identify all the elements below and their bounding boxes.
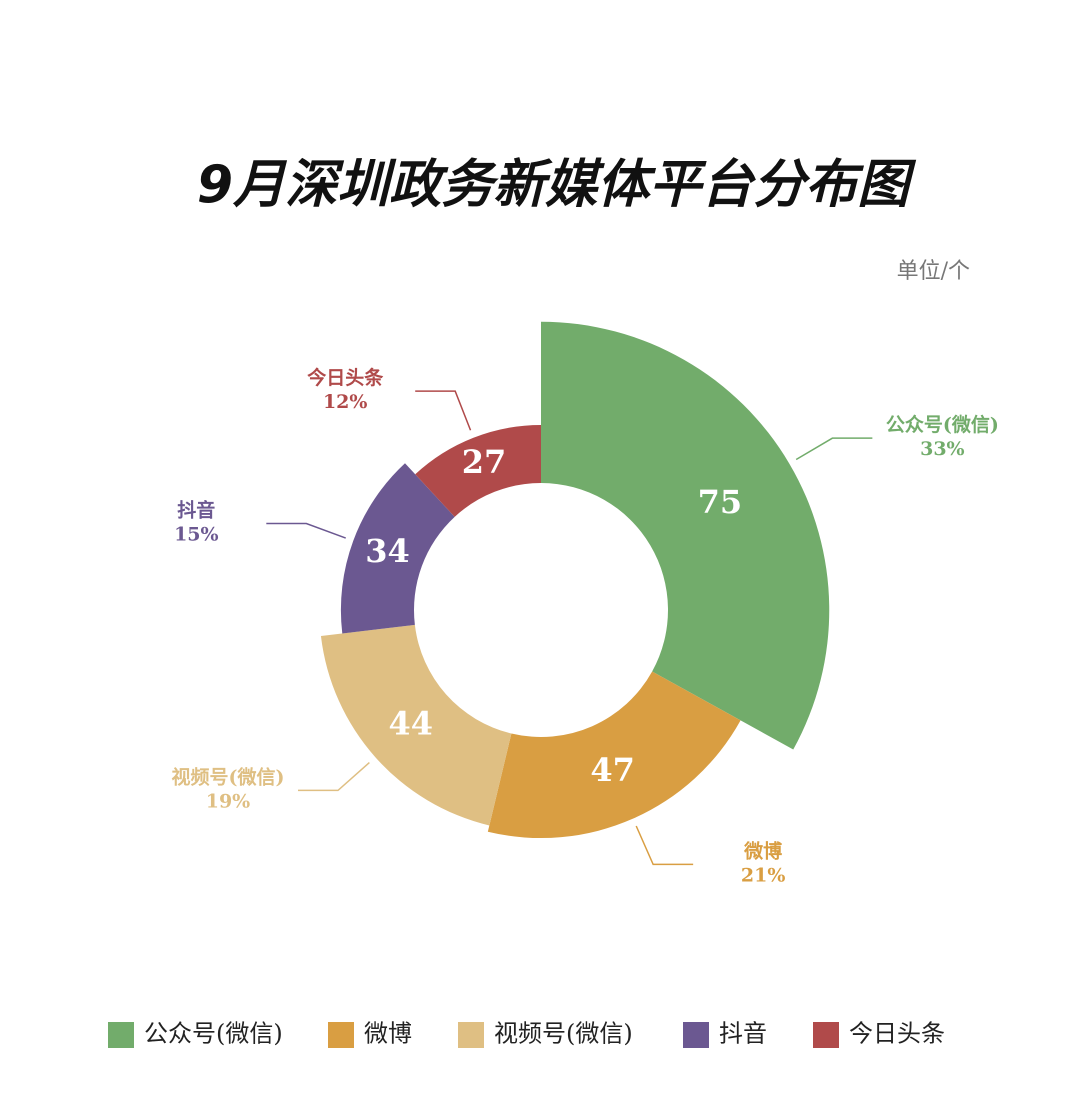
leader-line bbox=[266, 522, 346, 539]
legend-label: 微博 bbox=[364, 1020, 412, 1048]
rose-segment bbox=[541, 321, 830, 750]
category-label: 公众号(微信) bbox=[886, 413, 999, 436]
legend-swatch bbox=[683, 1022, 709, 1048]
unit-label: 单位/个 bbox=[897, 259, 970, 284]
percent-label: 21% bbox=[741, 864, 786, 886]
legend-swatch bbox=[328, 1022, 354, 1048]
leader-line bbox=[415, 390, 472, 431]
percent-label: 19% bbox=[206, 790, 251, 812]
legend-swatch bbox=[108, 1022, 134, 1048]
value-label: 47 bbox=[590, 751, 635, 789]
category-label: 抖音 bbox=[177, 499, 215, 522]
percent-label: 33% bbox=[920, 438, 965, 460]
category-label: 微博 bbox=[743, 839, 782, 862]
legend-label: 今日头条 bbox=[849, 1020, 945, 1048]
leader-line bbox=[297, 761, 370, 792]
leader-line bbox=[635, 825, 694, 866]
value-label: 75 bbox=[698, 483, 743, 521]
value-label: 44 bbox=[388, 704, 433, 742]
rose-segment bbox=[415, 424, 541, 517]
percent-label: 15% bbox=[174, 524, 219, 546]
legend-label: 抖音 bbox=[719, 1020, 767, 1048]
legend-swatch bbox=[813, 1022, 839, 1048]
legend-swatch bbox=[458, 1022, 484, 1048]
value-label: 34 bbox=[365, 532, 410, 570]
rose-segment bbox=[487, 671, 741, 839]
leader-line bbox=[795, 437, 873, 461]
legend-label: 公众号(微信) bbox=[144, 1020, 283, 1048]
category-label: 视频号(微信) bbox=[172, 765, 285, 788]
legend-label: 视频号(微信) bbox=[494, 1020, 633, 1048]
value-label: 27 bbox=[462, 443, 507, 481]
chart-title: 9月深圳政务新媒体平台分布图 bbox=[197, 155, 917, 215]
category-label: 今日头条 bbox=[306, 366, 384, 389]
percent-label: 12% bbox=[323, 391, 368, 413]
rose-segment bbox=[320, 624, 512, 826]
rose-segment bbox=[340, 463, 455, 634]
